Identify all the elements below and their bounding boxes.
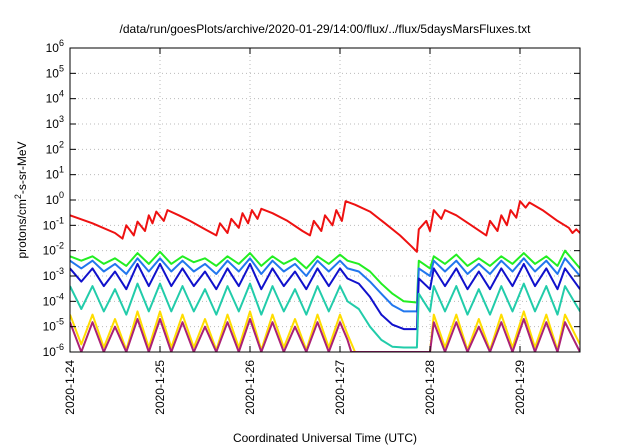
y-tick-base: 10 bbox=[43, 269, 57, 283]
y-tick-base: 10 bbox=[46, 41, 60, 55]
y-tick-exp: 4 bbox=[59, 89, 64, 99]
series-line-7 bbox=[70, 318, 580, 352]
x-tick-label: 2020-1-29 bbox=[513, 360, 527, 415]
y-tick-label: 106 bbox=[46, 38, 64, 55]
series-line-3 bbox=[70, 257, 580, 313]
y-tick-base: 10 bbox=[43, 320, 57, 334]
y-tick-base: 10 bbox=[46, 142, 60, 156]
y-tick-label: 100 bbox=[46, 190, 64, 207]
x-tick-label: 2020-1-26 bbox=[243, 360, 257, 415]
y-tick-label: 10-1 bbox=[43, 215, 64, 232]
y-tick-label: 10-5 bbox=[43, 317, 64, 334]
y-tick-base: 10 bbox=[43, 244, 57, 258]
y-tick-base: 10 bbox=[46, 92, 60, 106]
y-tick-label: 103 bbox=[46, 114, 64, 131]
x-tick-label: 2020-1-27 bbox=[333, 360, 347, 415]
y-tick-base: 10 bbox=[46, 193, 60, 207]
y-tick-exp: 3 bbox=[59, 114, 64, 124]
y-tick-exp: -4 bbox=[56, 291, 64, 301]
y-tick-base: 10 bbox=[46, 117, 60, 131]
y-axis-label-base: protons/cm bbox=[15, 199, 29, 258]
x-tick-label: 2020-1-25 bbox=[153, 360, 167, 415]
y-tick-base: 10 bbox=[43, 294, 57, 308]
series-line-2 bbox=[70, 249, 580, 304]
x-tick-label: 2020-1-24 bbox=[63, 360, 77, 415]
y-tick-base: 10 bbox=[46, 168, 60, 182]
x-axis-label: Coordinated Universal Time (UTC) bbox=[233, 431, 417, 445]
chart-title: /data/run/goesPlots/archive/2020-01-29/1… bbox=[120, 22, 532, 36]
y-tick-label: 104 bbox=[46, 89, 64, 106]
y-tick-label: 10-3 bbox=[43, 266, 64, 283]
y-tick-label: 105 bbox=[46, 63, 64, 80]
series-line-6 bbox=[70, 310, 580, 352]
y-axis-label-sup: 2 bbox=[13, 194, 23, 199]
y-tick-base: 10 bbox=[46, 66, 60, 80]
y-tick-exp: 1 bbox=[59, 165, 64, 175]
x-tick-label: 2020-1-28 bbox=[423, 360, 437, 415]
y-tick-exp: -3 bbox=[56, 266, 64, 276]
y-tick-exp: -2 bbox=[56, 241, 64, 251]
y-axis: 10-610-510-410-310-210-11001011021031041… bbox=[43, 38, 580, 359]
y-tick-base: 10 bbox=[43, 345, 57, 359]
series-line-5 bbox=[70, 282, 580, 349]
y-tick-exp: 5 bbox=[59, 63, 64, 73]
y-tick-exp: -1 bbox=[56, 215, 64, 225]
x-axis: 2020-1-24 2020-1-25 2020-1-26 2020-1-27 2020… bbox=[63, 48, 527, 415]
series-line-4 bbox=[70, 262, 580, 331]
series-line-1 bbox=[70, 200, 580, 253]
y-tick-base: 10 bbox=[43, 218, 57, 232]
series-layer bbox=[70, 200, 580, 352]
y-tick-exp: -5 bbox=[56, 317, 64, 327]
y-tick-label: 101 bbox=[46, 165, 64, 182]
y-tick-label: 102 bbox=[46, 139, 64, 156]
y-axis-label-rest: -s-sr-MeV bbox=[15, 141, 29, 194]
y-tick-label: 10-4 bbox=[43, 291, 64, 308]
y-tick-label: 10-6 bbox=[43, 342, 64, 359]
y-tick-label: 10-2 bbox=[43, 241, 64, 258]
y-tick-exp: -6 bbox=[56, 342, 64, 352]
y-tick-exp: 2 bbox=[59, 139, 64, 149]
y-tick-exp: 6 bbox=[59, 38, 64, 48]
y-axis-label: protons/cm2-s-sr-MeV bbox=[13, 141, 29, 258]
y-tick-exp: 0 bbox=[59, 190, 64, 200]
